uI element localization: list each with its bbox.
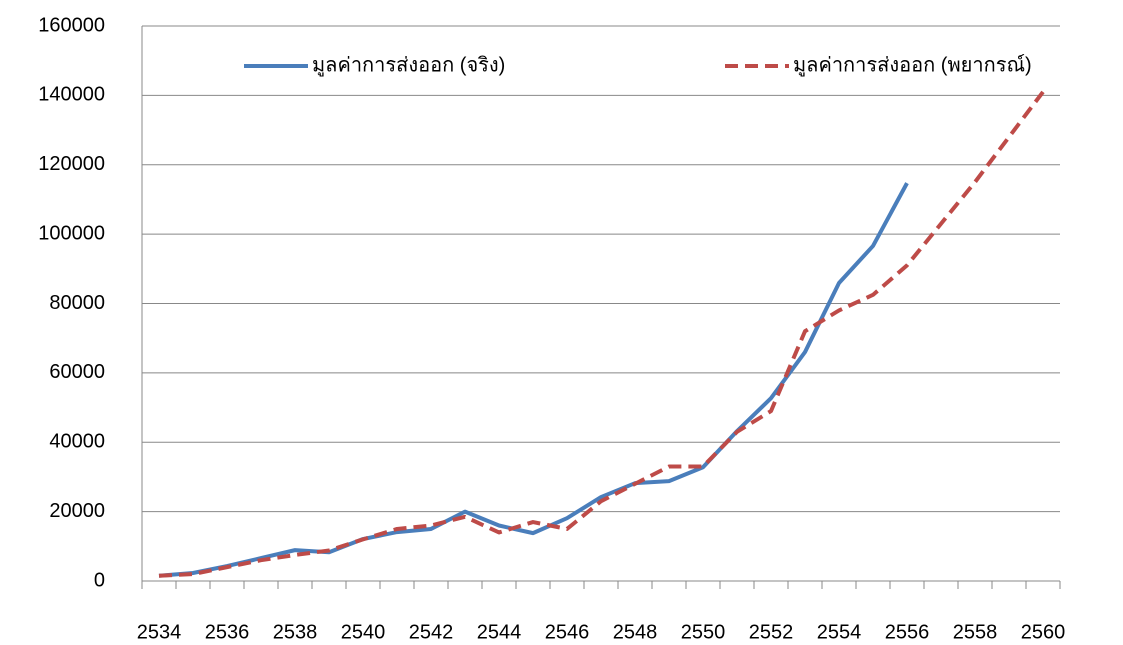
y-tick-label: 20000	[49, 500, 105, 522]
x-tick-label: 2542	[409, 621, 454, 643]
x-tick-label: 2556	[885, 621, 930, 643]
y-tick-label: 60000	[49, 361, 105, 383]
x-tick-label: 2558	[953, 621, 998, 643]
x-tick-label: 2538	[273, 621, 318, 643]
x-tick-label: 2550	[681, 621, 726, 643]
x-tick-label: 2536	[205, 621, 250, 643]
x-tick-label: 2560	[1021, 621, 1066, 643]
x-tick-label: 2534	[137, 621, 182, 643]
x-tick-label: 2554	[817, 621, 862, 643]
legend-label: มูลค่าการส่งออก (พยากรณ์)	[793, 53, 1032, 77]
x-tick-label: 2544	[477, 621, 522, 643]
series-line	[158, 182, 909, 578]
y-tick-label: 0	[94, 569, 105, 591]
y-tick-label: 140000	[38, 84, 105, 106]
x-tick-label: 2546	[545, 621, 590, 643]
y-tick-label: 40000	[49, 431, 105, 453]
x-tick-label: 2548	[613, 621, 658, 643]
y-tick-label: 80000	[49, 292, 105, 314]
y-tick-label: 160000	[38, 14, 105, 36]
y-tick-label: 100000	[38, 222, 105, 244]
x-tick-label: 2552	[749, 621, 794, 643]
y-tick-label: 120000	[38, 153, 105, 175]
legend-label: มูลค่าการส่งออก (จริง)	[312, 54, 505, 77]
x-tick-label: 2540	[341, 621, 386, 643]
series-line	[158, 90, 1045, 578]
